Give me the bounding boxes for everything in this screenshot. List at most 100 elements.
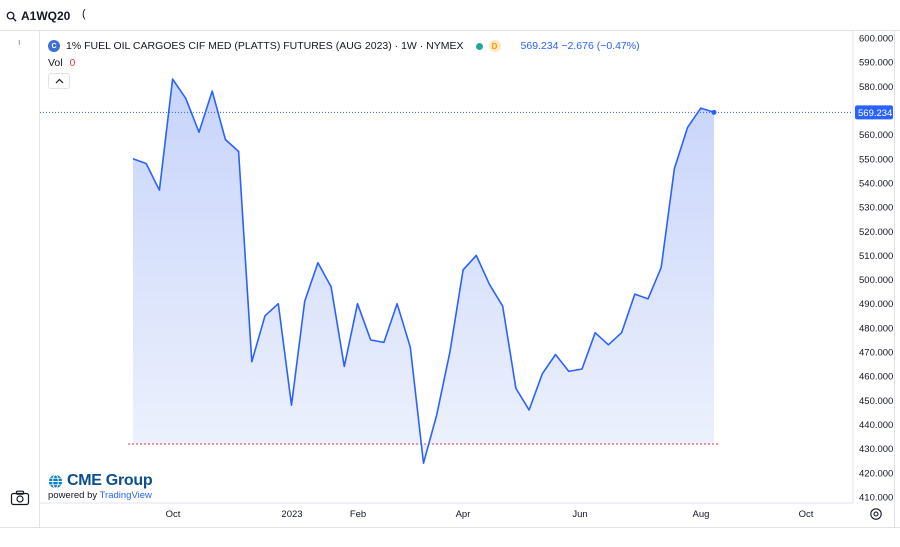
tradingview-link[interactable]: TradingView xyxy=(99,490,152,501)
data-point xyxy=(382,341,385,344)
delay-badge[interactable]: D xyxy=(488,40,501,52)
price-axis[interactable]: 600.000590.000580.000570.000560.000550.0… xyxy=(859,34,893,504)
drag-handle-icon[interactable]: ı xyxy=(18,37,21,47)
data-point xyxy=(132,157,135,160)
search-icon xyxy=(6,11,17,22)
symbol-search[interactable]: A1WQ20 xyxy=(6,6,78,26)
symbol-input[interactable]: A1WQ20 xyxy=(21,9,71,23)
right-edge xyxy=(894,31,900,527)
x-tick-label: 2023 xyxy=(281,509,302,520)
data-point xyxy=(343,365,346,368)
data-point xyxy=(145,162,148,165)
data-point xyxy=(660,266,663,269)
data-point xyxy=(528,409,531,412)
data-point xyxy=(211,90,214,93)
data-point xyxy=(422,462,425,465)
data-point xyxy=(316,261,319,264)
y-tick-label: 530.000 xyxy=(859,203,893,214)
data-point xyxy=(435,413,438,416)
cme-logo-text: CME Group xyxy=(67,472,153,489)
data-point xyxy=(581,368,584,371)
y-tick-label: 490.000 xyxy=(859,299,893,310)
legend-price: 569.234 −2.676 (−0.47%) xyxy=(520,40,640,52)
y-tick-label: 550.000 xyxy=(859,154,893,165)
x-tick-label: Oct xyxy=(799,509,814,520)
data-point xyxy=(198,131,201,134)
x-tick-label: Apr xyxy=(456,509,471,520)
powered-by-text: powered by xyxy=(48,490,98,501)
y-tick-label: 450.000 xyxy=(859,396,893,407)
data-point xyxy=(620,331,623,334)
last-price-label-text: 569.234 xyxy=(858,108,892,119)
data-point xyxy=(633,293,636,296)
data-point xyxy=(224,138,227,141)
y-tick-label: 460.000 xyxy=(859,372,893,383)
left-toolbar: ı xyxy=(0,31,40,527)
data-point xyxy=(184,97,187,100)
chart-legend[interactable]: C 1% FUEL OIL CARGOES CIF MED (PLATTS) F… xyxy=(48,38,640,54)
price-area xyxy=(133,79,714,464)
y-tick-label: 440.000 xyxy=(859,420,893,431)
market-status-icon[interactable] xyxy=(475,42,483,50)
data-point xyxy=(250,360,253,363)
chevron-up-icon xyxy=(55,78,63,84)
x-tick-label: Aug xyxy=(693,509,710,520)
data-point xyxy=(237,150,240,153)
data-point xyxy=(290,404,293,407)
y-tick-label: 470.000 xyxy=(859,348,893,359)
y-tick-label: 420.000 xyxy=(859,468,893,479)
camera-icon[interactable] xyxy=(10,490,30,506)
data-point xyxy=(567,370,570,373)
data-point xyxy=(501,305,504,308)
collapse-legend-button[interactable] xyxy=(48,73,70,89)
y-tick-label: 520.000 xyxy=(859,227,893,238)
cme-symbol-icon: C xyxy=(48,40,60,52)
data-point xyxy=(330,285,333,288)
data-point xyxy=(554,353,557,356)
data-point xyxy=(369,339,372,342)
time-axis[interactable]: Oct 2023 Feb Apr Jun Aug Oct xyxy=(166,509,814,520)
data-point xyxy=(673,167,676,170)
data-point xyxy=(607,343,610,346)
gear-icon[interactable] xyxy=(869,507,883,521)
y-tick-label: 410.000 xyxy=(859,493,893,504)
price-line xyxy=(132,78,715,464)
y-tick-label: 580.000 xyxy=(859,82,893,93)
data-point xyxy=(158,189,161,192)
x-tick-label: Jun xyxy=(572,509,587,520)
data-point xyxy=(686,126,689,129)
data-point xyxy=(171,78,174,81)
data-point xyxy=(356,302,359,305)
data-point xyxy=(488,283,491,286)
volume-value: 0 xyxy=(69,57,76,69)
data-point xyxy=(277,302,280,305)
toolbar-paren: ( xyxy=(82,8,86,20)
y-tick-label: 510.000 xyxy=(859,251,893,262)
data-point xyxy=(409,346,412,349)
data-point xyxy=(713,111,716,114)
last-price-label-bg xyxy=(855,105,893,120)
last-price-dot xyxy=(711,109,717,115)
data-point xyxy=(475,254,478,257)
data-point xyxy=(699,107,702,110)
legend-title: 1% FUEL OIL CARGOES CIF MED (PLATTS) FUT… xyxy=(66,40,464,52)
volume-label: Vol xyxy=(48,57,63,69)
bottom-strip xyxy=(0,527,900,547)
data-point xyxy=(396,302,399,305)
data-point xyxy=(514,387,517,390)
cme-globe-icon xyxy=(48,473,63,489)
cme-logo[interactable]: CME Group xyxy=(48,472,153,490)
volume-legend[interactable]: Vol 0 xyxy=(48,57,75,69)
y-tick-label: 540.000 xyxy=(859,178,893,189)
last-price-label: 569.234 xyxy=(855,105,893,120)
powered-by[interactable]: powered by TradingView xyxy=(48,490,152,501)
y-tick-label: 480.000 xyxy=(859,323,893,334)
x-tick-label: Feb xyxy=(350,509,366,520)
data-point xyxy=(594,331,597,334)
data-point xyxy=(264,314,267,317)
data-point xyxy=(647,297,650,300)
y-tick-label: 430.000 xyxy=(859,444,893,455)
top-toolbar: A1WQ20 ( xyxy=(0,0,900,31)
data-point xyxy=(448,351,451,354)
